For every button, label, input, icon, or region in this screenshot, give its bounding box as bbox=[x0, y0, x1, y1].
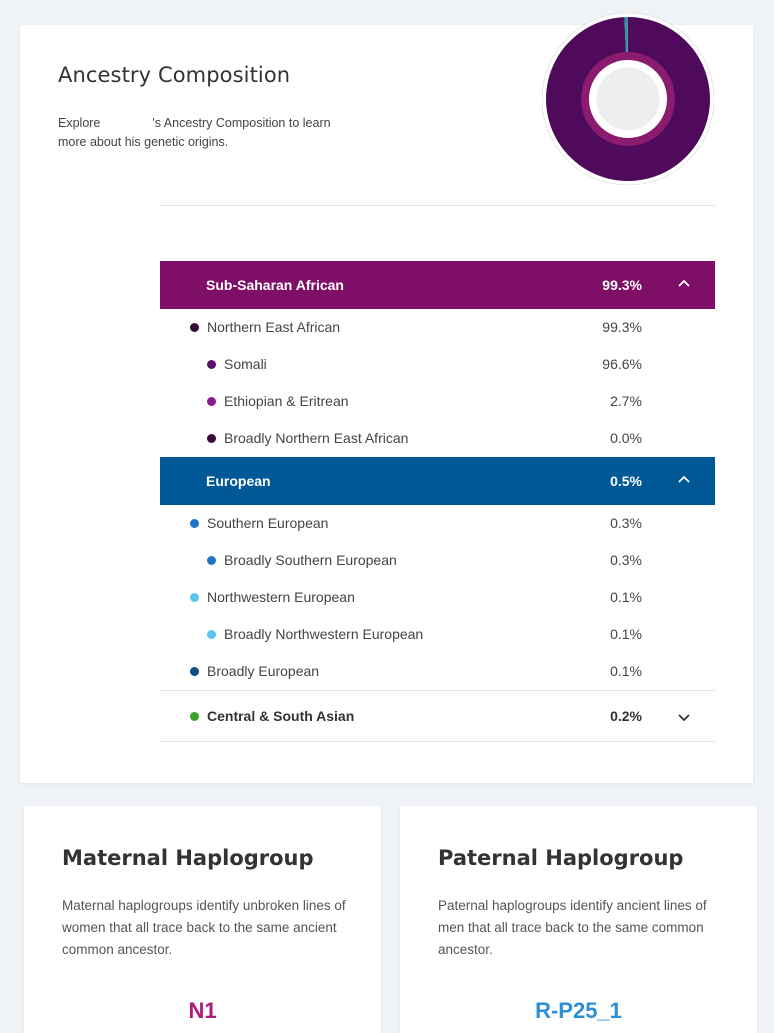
color-dot bbox=[190, 667, 199, 676]
divider bbox=[160, 205, 715, 206]
color-dot bbox=[190, 712, 199, 721]
group-header-european[interactable]: European 0.5% bbox=[160, 457, 715, 505]
color-dot bbox=[207, 434, 216, 443]
ancestry-desc-before: Explore bbox=[58, 116, 101, 130]
maternal-haplogroup-card: Maternal Haplogroup Maternal haplogroups… bbox=[24, 806, 381, 1033]
chevron-down-icon[interactable] bbox=[677, 710, 691, 724]
population-name: Ethiopian & Eritrean bbox=[224, 393, 349, 409]
maternal-description: Maternal haplogroups identify unbroken l… bbox=[62, 898, 346, 957]
list-item[interactable]: Broadly European 0.1% bbox=[160, 653, 715, 690]
donut-slice[interactable] bbox=[624, 17, 628, 60]
group-percent: 0.5% bbox=[610, 473, 642, 489]
list-item[interactable]: Somali 96.6% bbox=[160, 346, 715, 383]
color-dot bbox=[190, 593, 199, 602]
donut-slice[interactable] bbox=[626, 17, 628, 60]
list-item[interactable]: Broadly Northwestern European 0.1% bbox=[160, 616, 715, 653]
population-name: Northern East African bbox=[207, 319, 341, 335]
population-percent: 0.3% bbox=[610, 552, 642, 568]
color-dot bbox=[207, 360, 216, 369]
population-name: Broadly Northern East African bbox=[224, 430, 409, 446]
ancestry-description: Explore's Ancestry Composition to learn … bbox=[58, 114, 358, 152]
population-percent: 2.7% bbox=[610, 393, 642, 409]
group-name: European bbox=[206, 473, 271, 489]
color-dot bbox=[190, 323, 199, 332]
group-percent: 99.3% bbox=[602, 277, 642, 293]
ancestry-desc-after: 's Ancestry Composition to learn more ab… bbox=[58, 116, 331, 149]
color-dot bbox=[207, 397, 216, 406]
population-name: Northwestern European bbox=[207, 589, 355, 605]
paternal-description: Paternal haplogroups identify ancient li… bbox=[438, 898, 707, 957]
population-percent: 0.1% bbox=[610, 589, 642, 605]
population-percent: 99.3% bbox=[602, 319, 642, 335]
population-percent: 96.6% bbox=[602, 356, 642, 372]
list-item[interactable]: Northwestern European 0.1% bbox=[160, 579, 715, 616]
list-item[interactable]: Ethiopian & Eritrean 2.7% bbox=[160, 383, 715, 420]
maternal-haplogroup-value[interactable]: N1 bbox=[188, 998, 217, 1023]
color-dot bbox=[207, 556, 216, 565]
chevron-up-icon[interactable] bbox=[677, 473, 691, 487]
ancestry-donut-chart[interactable] bbox=[542, 13, 714, 185]
ancestry-title: Ancestry Composition bbox=[58, 63, 291, 87]
list-item[interactable]: Broadly Southern European 0.3% bbox=[160, 542, 715, 579]
group-name: Central & South Asian bbox=[207, 708, 355, 724]
population-name: Southern European bbox=[207, 515, 329, 531]
population-name: Broadly European bbox=[207, 663, 320, 679]
population-name: Broadly Northwestern European bbox=[224, 626, 424, 642]
paternal-haplogroup-value[interactable]: R-P25_1 bbox=[535, 998, 622, 1023]
ancestry-table: Sub-Saharan African 99.3% Northern East … bbox=[160, 261, 715, 742]
population-percent: 0.0% bbox=[610, 430, 642, 446]
group-header-sub-saharan-african[interactable]: Sub-Saharan African 99.3% bbox=[160, 261, 715, 309]
list-item[interactable]: Northern East African 99.3% bbox=[160, 309, 715, 346]
list-item[interactable]: Broadly Northern East African 0.0% bbox=[160, 420, 715, 457]
population-percent: 0.1% bbox=[610, 626, 642, 642]
population-name: Broadly Southern European bbox=[224, 552, 397, 568]
list-item[interactable]: Southern European 0.3% bbox=[160, 505, 715, 542]
population-percent: 0.1% bbox=[610, 663, 642, 679]
color-dot bbox=[207, 630, 216, 639]
population-percent: 0.3% bbox=[610, 515, 642, 531]
donut-slice[interactable] bbox=[546, 17, 710, 181]
color-dot bbox=[190, 519, 199, 528]
population-name: Somali bbox=[224, 356, 267, 372]
group-name: Sub-Saharan African bbox=[206, 277, 344, 293]
donut-inner-ring bbox=[581, 52, 675, 146]
maternal-title: Maternal Haplogroup bbox=[62, 846, 314, 870]
paternal-haplogroup-card: Paternal Haplogroup Paternal haplogroups… bbox=[400, 806, 757, 1033]
group-header-central-south-asian[interactable]: Central & South Asian 0.2% bbox=[160, 690, 715, 742]
donut-hole bbox=[591, 62, 665, 136]
ancestry-composition-card: Ancestry Composition Explore's Ancestry … bbox=[20, 13, 753, 783]
paternal-title: Paternal Haplogroup bbox=[438, 846, 684, 870]
group-percent: 0.2% bbox=[610, 708, 642, 724]
chevron-up-icon[interactable] bbox=[677, 277, 691, 291]
